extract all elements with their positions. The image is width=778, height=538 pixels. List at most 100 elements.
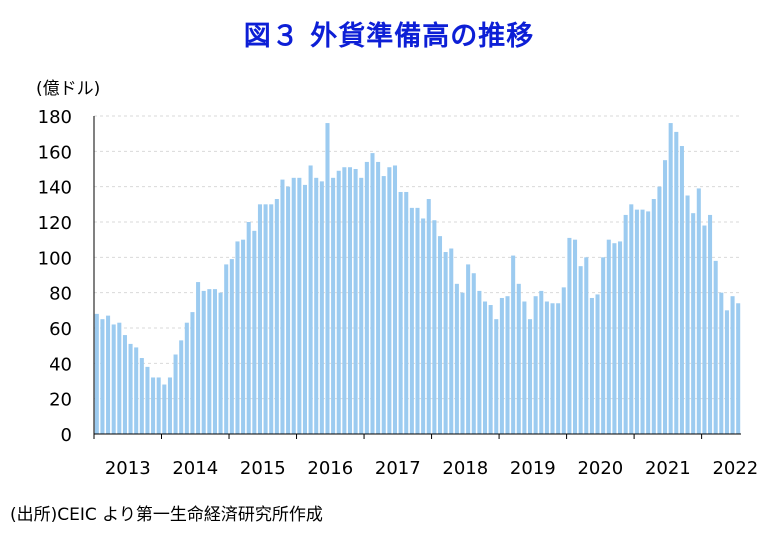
bar	[302, 184, 307, 434]
bar	[443, 252, 448, 434]
bar	[516, 283, 521, 434]
bar	[466, 264, 471, 434]
bar	[730, 296, 735, 434]
bar	[246, 222, 251, 434]
bar	[179, 340, 184, 434]
bar	[111, 324, 116, 434]
bar	[567, 237, 572, 434]
bar	[724, 310, 729, 434]
bar	[291, 177, 296, 434]
y-tick-label: 40	[49, 354, 72, 375]
y-tick-label: 60	[49, 319, 72, 340]
bar	[162, 384, 167, 434]
bar	[342, 167, 347, 435]
bar	[387, 167, 392, 435]
bar	[719, 292, 724, 434]
bar	[685, 195, 690, 434]
bar	[573, 239, 578, 434]
bar	[398, 191, 403, 434]
axes	[93, 116, 741, 439]
bar	[184, 322, 189, 434]
bar	[449, 248, 454, 434]
bar	[505, 296, 510, 434]
x-tick-label: 2019	[510, 458, 556, 479]
x-tick-labels: 2013 2014 2015 2016 2017 2018 2019 2020 2021 2022	[105, 458, 758, 479]
bar	[533, 296, 538, 434]
y-tick-label: 0	[61, 425, 72, 446]
bar	[139, 358, 144, 434]
bar	[674, 131, 679, 434]
bar	[325, 123, 330, 434]
bar	[381, 176, 386, 434]
bar	[691, 213, 696, 434]
bar	[471, 273, 476, 434]
bar	[421, 218, 426, 434]
bar	[196, 282, 201, 434]
bar	[134, 347, 139, 434]
bar	[122, 335, 127, 434]
x-tick-label: 2016	[307, 458, 353, 479]
bar	[212, 289, 217, 434]
bar	[415, 207, 420, 434]
x-tick-label: 2013	[105, 458, 151, 479]
bar	[432, 220, 437, 434]
bar	[646, 211, 651, 434]
chart-title: 図３ 外貨準備高の推移	[243, 21, 535, 52]
bar	[286, 186, 291, 434]
bar	[173, 354, 178, 434]
bar	[522, 301, 527, 434]
bar	[297, 177, 302, 434]
bar	[201, 290, 206, 434]
bar	[578, 266, 583, 434]
y-tick-labels: 0 20 40 60 80 100 120 140 160 180	[38, 107, 72, 446]
bar	[708, 214, 713, 434]
y-tick-label: 160	[38, 142, 72, 163]
bar	[544, 301, 549, 434]
x-tick-label: 2018	[442, 458, 488, 479]
bar	[702, 225, 707, 434]
bar	[106, 315, 111, 434]
bar	[314, 177, 319, 434]
bar	[167, 377, 172, 434]
bar	[482, 301, 488, 434]
bar	[347, 167, 353, 435]
bar	[528, 319, 533, 434]
x-tick-label: 2022	[712, 458, 758, 479]
bar	[696, 188, 701, 434]
bar	[190, 312, 195, 434]
bar	[409, 207, 414, 434]
bar	[426, 199, 431, 434]
bar	[392, 165, 398, 434]
bar	[663, 160, 668, 435]
bar	[511, 255, 516, 434]
source-note: (出所)CEIC より第一生命経済研究所作成	[10, 505, 323, 525]
bar	[488, 305, 493, 434]
bar	[364, 161, 369, 434]
bar	[460, 292, 465, 434]
y-axis-label: (億ドル)	[36, 79, 100, 99]
bar	[640, 209, 645, 434]
bar	[657, 186, 662, 434]
bar	[561, 287, 566, 434]
bar	[404, 191, 409, 434]
bar	[257, 204, 262, 434]
bar	[623, 214, 628, 434]
bar	[319, 181, 324, 434]
bar	[550, 303, 555, 434]
y-tick-label: 20	[49, 390, 72, 411]
y-tick-label: 100	[38, 248, 72, 269]
bar	[229, 259, 234, 434]
bar	[207, 289, 212, 434]
bar	[736, 303, 741, 434]
bar	[128, 343, 133, 434]
bar	[612, 243, 617, 434]
x-tick-label: 2017	[375, 458, 421, 479]
bar	[634, 209, 639, 434]
bar	[308, 165, 313, 434]
y-tick-label: 140	[38, 178, 72, 199]
bar	[336, 170, 341, 434]
bar	[668, 123, 673, 434]
bar	[353, 169, 358, 434]
y-tick-label: 80	[49, 284, 72, 305]
bar	[601, 257, 606, 434]
